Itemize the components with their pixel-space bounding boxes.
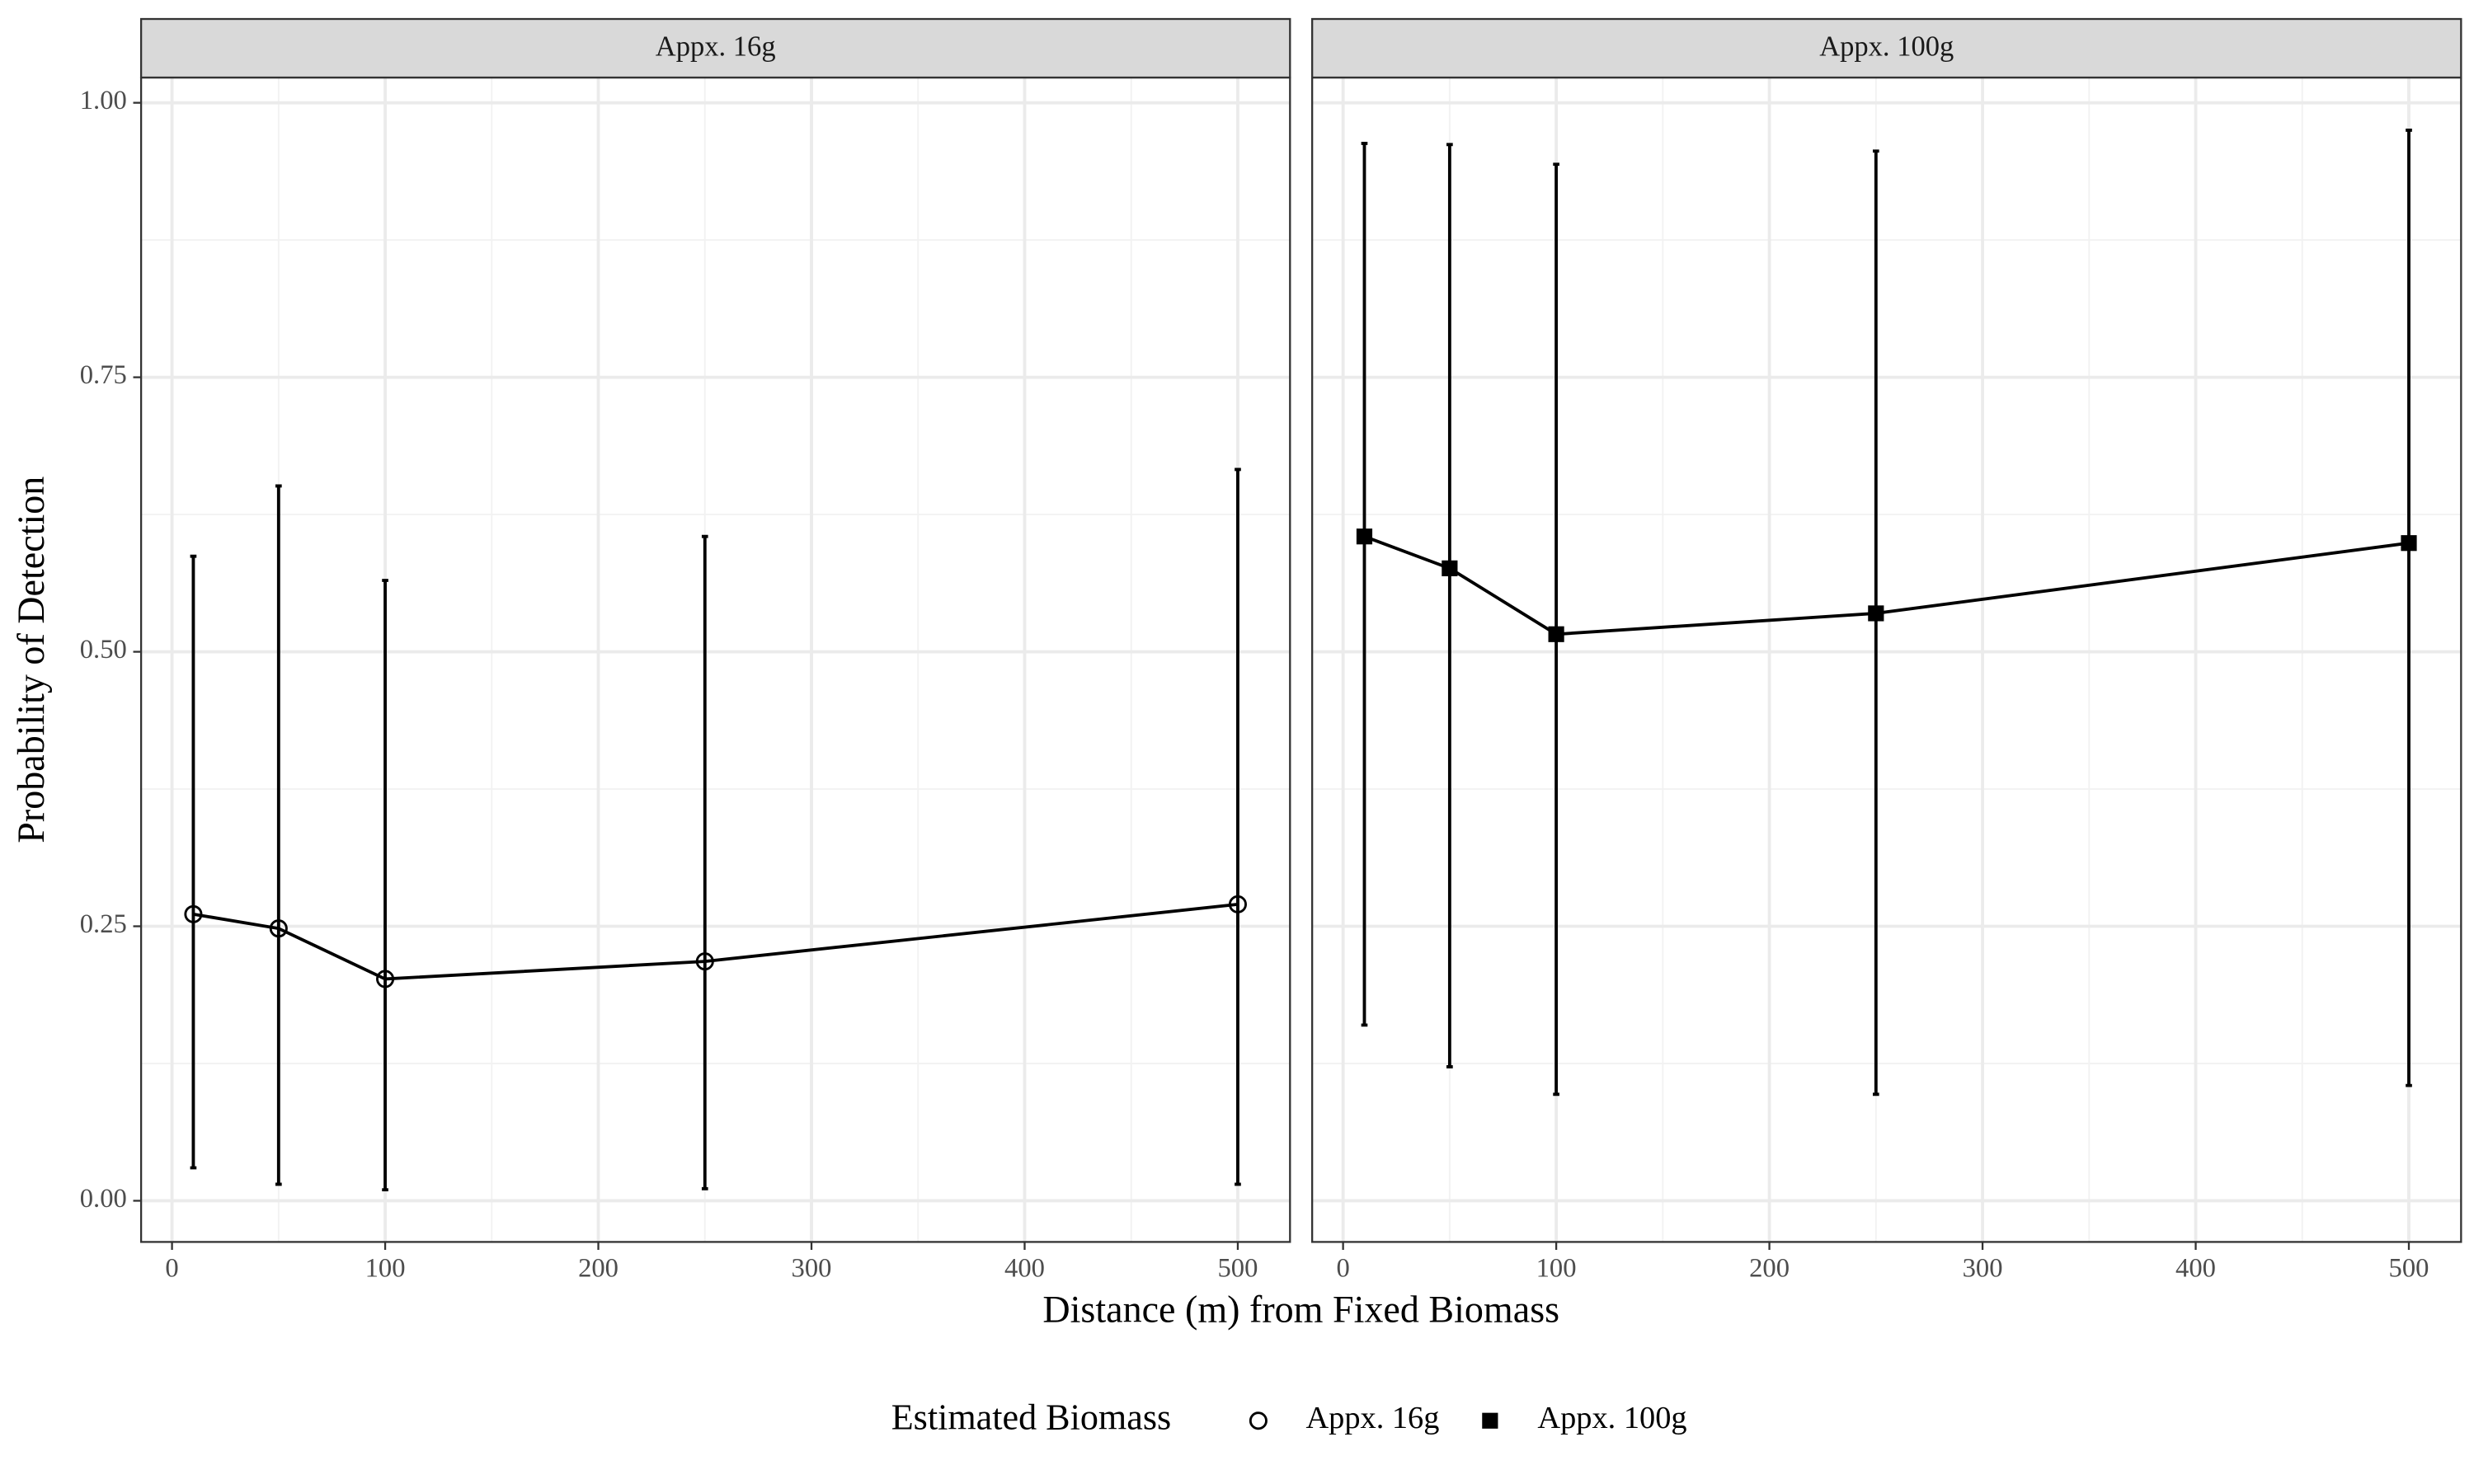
error-bar [1872,149,1879,1097]
x-tick-label: 0 [165,1253,178,1283]
y-tick-label: 1.00 [80,86,127,115]
y-tick-label: 0.50 [80,635,127,665]
facet-label: Appx. 16g [656,31,776,62]
data-point [269,919,288,938]
x-tick-label: 500 [2389,1253,2429,1283]
legend-marker [1249,1411,1268,1430]
y-tick-label: 0.00 [80,1184,127,1214]
data-point [1442,560,1458,576]
legend-label: Appx. 100g [1537,1401,1686,1435]
y-axis-title: Probability of Detection [10,477,52,843]
facet-strip [139,17,1291,79]
data-point [695,952,714,971]
facet-label: Appx. 100g [1819,31,1954,62]
x-tick-label: 100 [365,1253,406,1283]
x-tick-label: 500 [1217,1253,1258,1283]
error-bar [1446,143,1453,1068]
x-axis-title: Distance (m) from Fixed Biomass [1042,1288,1559,1330]
x-tick-label: 200 [1749,1253,1790,1283]
series-line [193,902,1239,981]
x-tick-label: 100 [1536,1253,1577,1283]
data-point [2401,535,2417,552]
data-point [376,970,395,989]
error-bar [190,554,197,1170]
data-point [184,904,203,923]
error-bar [2406,129,2412,1087]
error-bar [701,534,708,1190]
legend-title: Estimated Biomass [891,1397,1172,1437]
data-point [1228,895,1247,913]
legend-label: Appx. 16g [1305,1401,1439,1435]
facet-strip [1311,17,2462,79]
legend-marker [1482,1412,1498,1429]
y-tick-label: 0.25 [80,909,127,939]
x-tick-label: 300 [792,1253,832,1283]
y-tick-label: 0.75 [80,360,127,390]
data-point [1356,528,1373,545]
error-bar [1361,142,1368,1027]
data-point [1868,605,1884,622]
x-tick-label: 400 [2175,1253,2216,1283]
error-bar [1235,467,1241,1186]
data-point [1548,626,1564,642]
x-tick-label: 200 [578,1253,618,1283]
x-tick-label: 300 [1963,1253,2003,1283]
error-bar [382,579,388,1192]
error-bar [275,484,282,1186]
x-tick-label: 0 [1336,1253,1349,1283]
x-tick-label: 400 [1004,1253,1045,1283]
